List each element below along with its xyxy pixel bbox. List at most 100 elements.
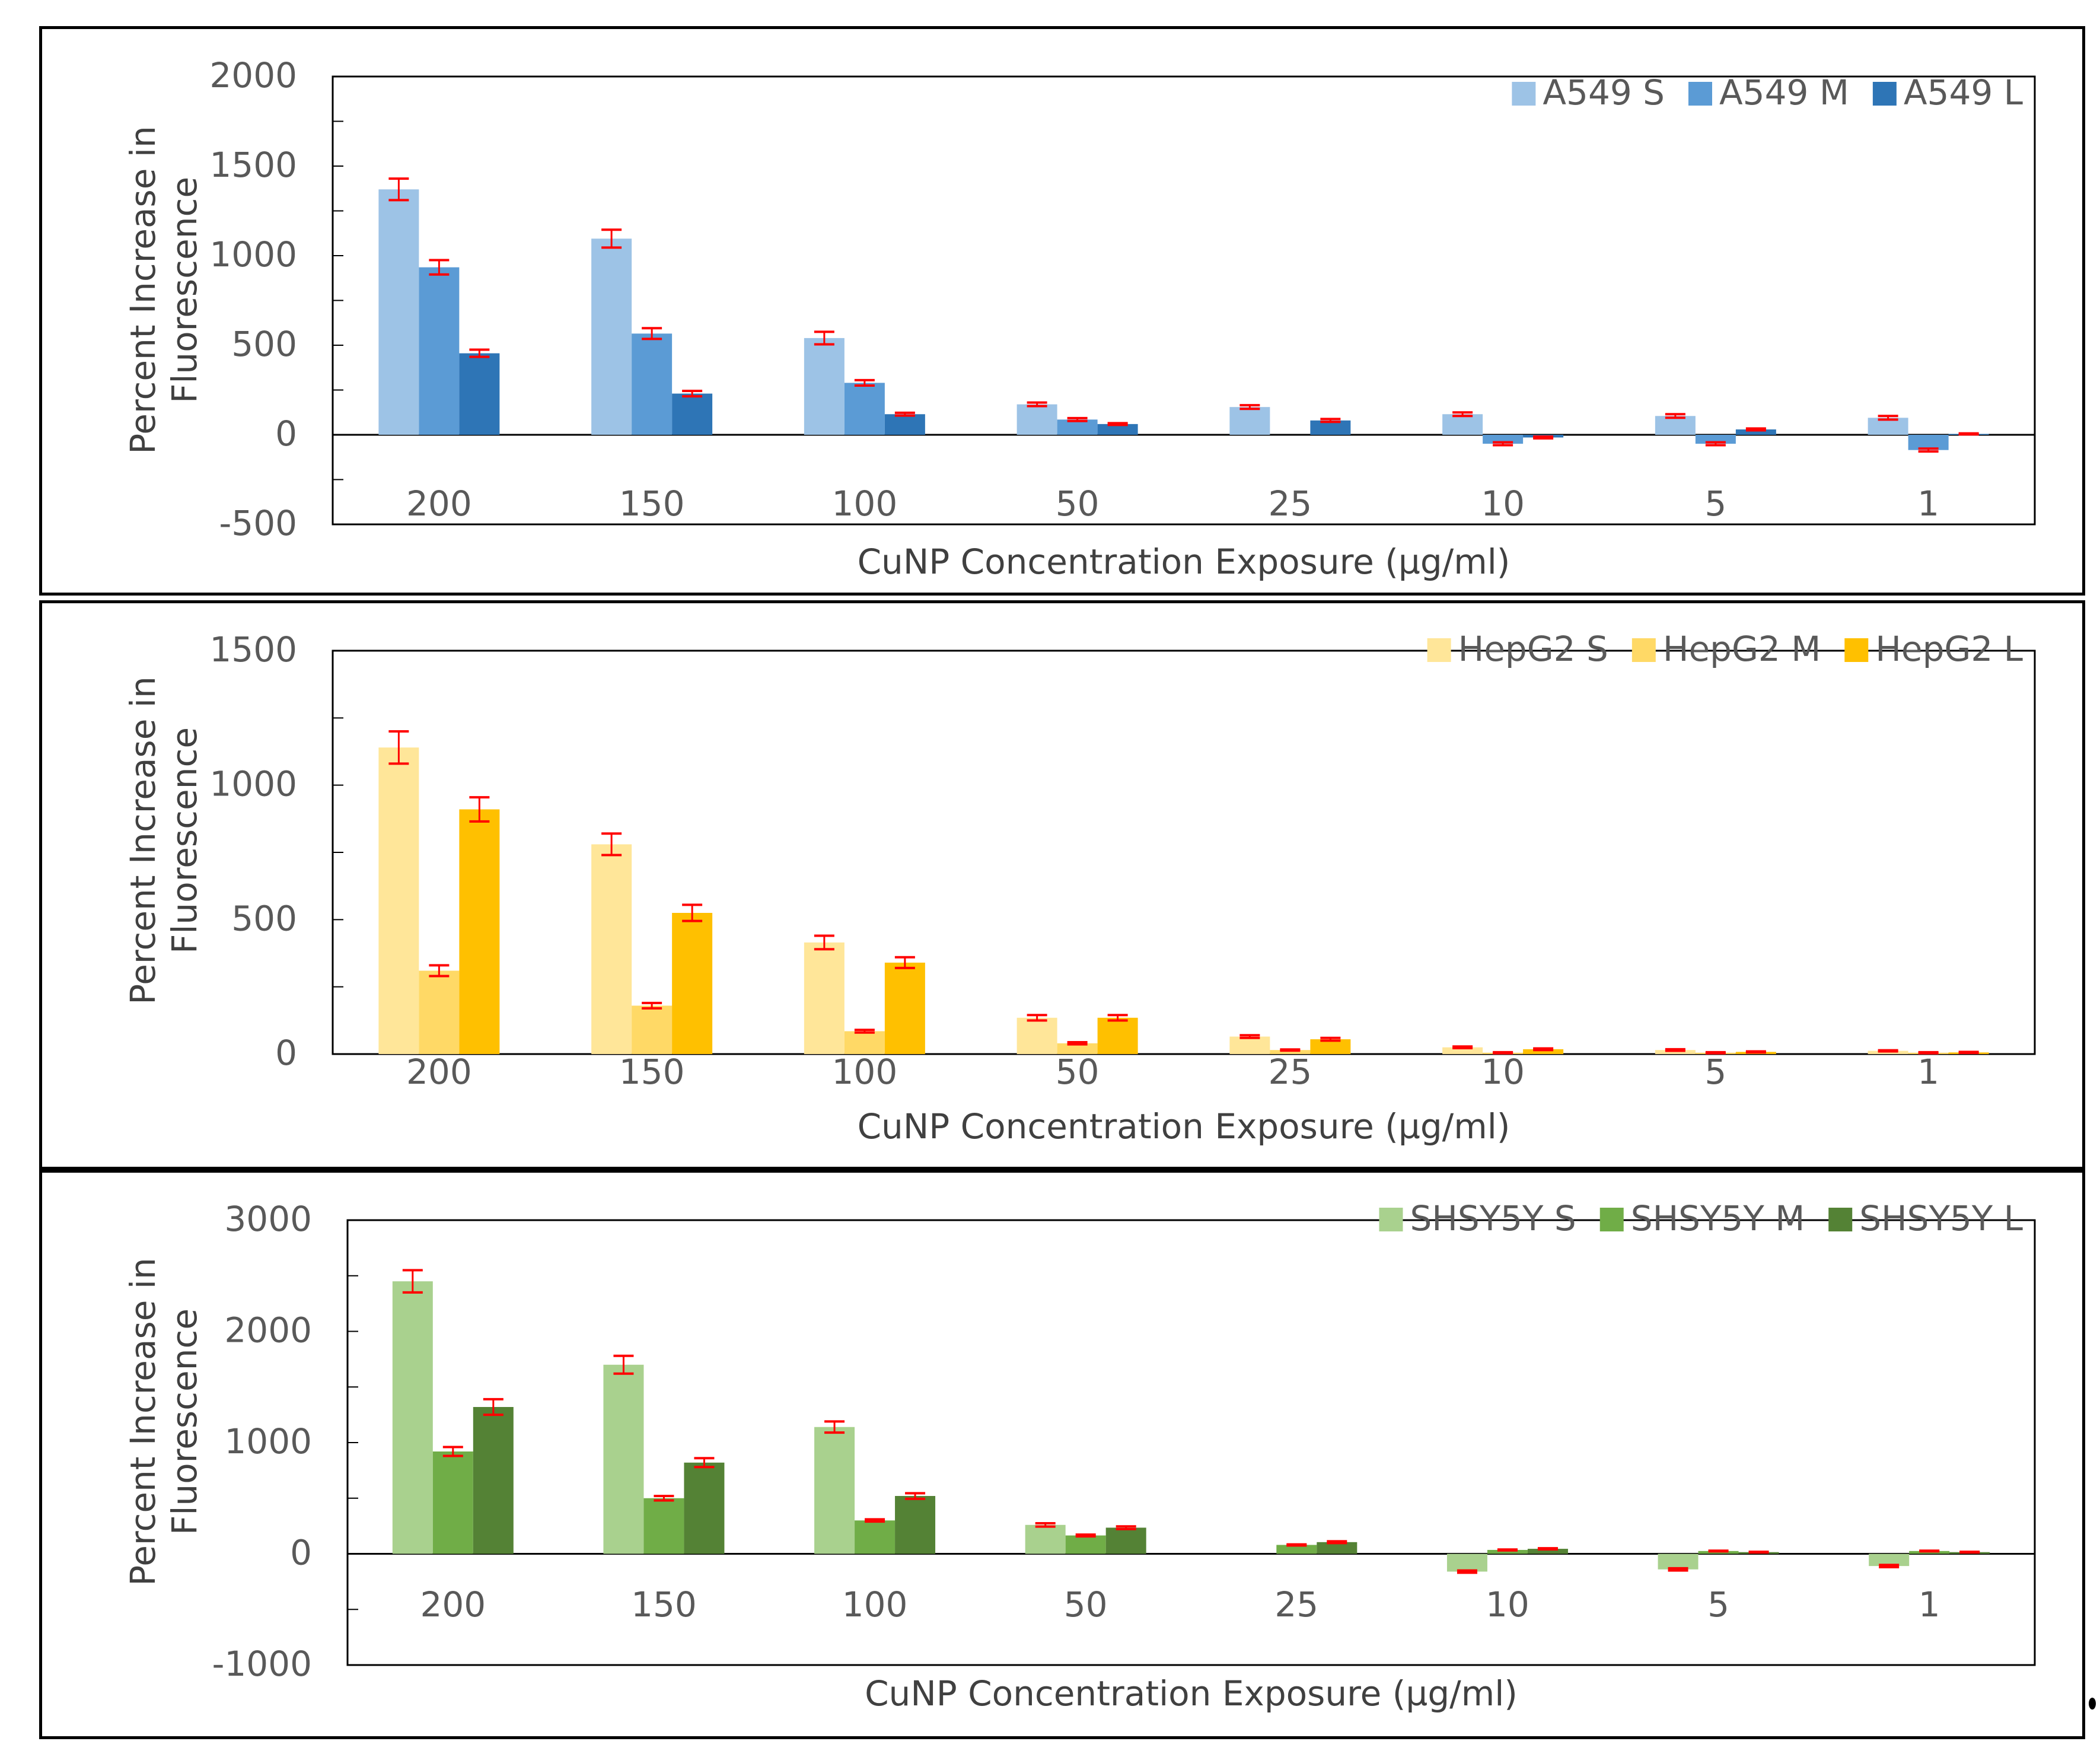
x-axis-title: CuNP Concentration Exposure (µg/ml): [858, 542, 1511, 582]
chart-panel-shsy5y: -1000 0 1000 2000 3000 200 150 100 50 25 10 5 1 CuNP …: [39, 1170, 2085, 1739]
bar: [1442, 414, 1483, 435]
error-bar: [613, 1354, 634, 1375]
error-bar: [682, 903, 703, 922]
y-tick-label: 1000: [209, 234, 297, 275]
y-tick-label: 3000: [224, 1199, 312, 1239]
x-tick-label: 5: [1704, 1052, 1726, 1092]
legend-label: HepG2 S: [1458, 629, 1608, 669]
legend-item: HepG2 S: [1427, 629, 1608, 669]
bar: [672, 393, 713, 435]
bar: [591, 238, 632, 435]
bar: [1523, 1049, 1564, 1054]
x-tick-label: 200: [406, 483, 472, 524]
bar: [1097, 424, 1138, 435]
bar: [378, 747, 419, 1054]
bar: [1658, 1554, 1699, 1570]
bar: [1276, 1545, 1317, 1554]
y-tick-label: 0: [290, 1533, 312, 1573]
bar: [1097, 1017, 1138, 1054]
bar: [895, 1496, 936, 1554]
x-axis-title: CuNP Concentration Exposure (µg/ml): [865, 1673, 1518, 1714]
y-tick-label: -500: [219, 503, 297, 543]
bar: [844, 383, 885, 435]
y-axis-title-line: Percent Increase in: [123, 676, 163, 1004]
error-bar: [1452, 1045, 1473, 1050]
legend-item: HepG2 L: [1844, 629, 2023, 669]
error-bar: [854, 1029, 875, 1034]
y-axis-title: Percent Increase inFluorescence: [123, 126, 205, 454]
bar: [1869, 1554, 1910, 1567]
bar: [684, 1462, 725, 1554]
legend-item: HepG2 M: [1631, 629, 1821, 669]
error-bar: [388, 730, 409, 765]
error-bar: [1705, 441, 1726, 447]
error-bar: [1067, 416, 1088, 422]
error-bar: [1497, 1548, 1518, 1552]
error-bar: [442, 1446, 463, 1457]
error-bar: [1668, 1567, 1688, 1572]
y-axis-title: Percent Increase inFluorescence: [123, 676, 205, 1004]
error-bar: [905, 1492, 926, 1500]
bar: [855, 1520, 896, 1554]
stray-mark: [2089, 1698, 2096, 1710]
bar: [814, 1427, 855, 1554]
y-tick-label: 0: [275, 413, 297, 454]
error-bar: [469, 348, 490, 358]
bar: [603, 1364, 644, 1554]
error-bar: [642, 327, 662, 340]
x-tick-label: 10: [1481, 1052, 1525, 1092]
bar: [1487, 1549, 1528, 1554]
chart-panel-hepg2: 0 500 1000 1500 200 150 100 50 25 10 5 1 CuNP Concen…: [39, 600, 2085, 1170]
error-bar: [1239, 1034, 1260, 1039]
error-bar: [1107, 422, 1128, 426]
bar: [1105, 1527, 1146, 1554]
x-tick-label: 1: [1919, 1584, 1940, 1625]
error-bar: [1537, 1547, 1558, 1551]
legend-swatch: [1427, 638, 1451, 662]
bar: [1229, 407, 1270, 435]
error-bar: [1958, 1051, 1979, 1055]
legend: SHSY5Y S SHSY5Y M SHSY5Y L: [1379, 1198, 2023, 1239]
x-tick-label: 150: [631, 1584, 697, 1625]
error-bar: [402, 1269, 423, 1294]
error-bar: [1320, 1036, 1341, 1042]
bar: [378, 189, 419, 435]
error-bar: [429, 259, 450, 276]
x-axis-title: CuNP Concentration Exposure (µg/ml): [858, 1106, 1511, 1147]
x-tick-label: 1: [1917, 483, 1939, 524]
chart-a549: -500 0 500 1000 1500 2000 200 150 100 50 25 10 5 1 CuN…: [123, 55, 2036, 582]
legend-swatch: [1872, 82, 1897, 106]
legend-swatch: [1379, 1208, 1403, 1231]
error-bar: [1493, 441, 1513, 447]
x-tick-label: 100: [832, 483, 898, 524]
x-tick-label: 200: [420, 1584, 486, 1625]
y-tick-label: -1000: [212, 1644, 312, 1684]
error-bar: [1452, 411, 1473, 418]
bar: [1016, 404, 1057, 435]
x-tick-label: 5: [1704, 483, 1726, 524]
legend-label: A549 M: [1719, 72, 1849, 113]
legend-item: SHSY5Y S: [1379, 1198, 1576, 1239]
error-bar: [824, 1420, 845, 1434]
error-bar: [1958, 432, 1979, 436]
bar: [419, 267, 460, 435]
legend-label: A549 S: [1543, 72, 1665, 113]
bar: [1446, 1554, 1487, 1572]
chart-panel-a549: -500 0 500 1000 1500 2000 200 150 100 50 25 10 5 1 CuN…: [39, 26, 2085, 596]
bar: [459, 809, 500, 1054]
y-tick-label: 2000: [224, 1310, 312, 1351]
y-axis-title-line: Percent Increase in: [123, 126, 163, 454]
x-tick-label: 25: [1268, 1052, 1312, 1092]
y-axis-title-line: Fluorescence: [164, 177, 205, 403]
bar: [419, 970, 460, 1054]
x-tick-label: 10: [1486, 1584, 1529, 1625]
error-bar: [814, 934, 834, 951]
error-bar: [1027, 1014, 1047, 1022]
bar: [632, 1005, 673, 1054]
bar: [1229, 1036, 1270, 1054]
y-tick-label: 1000: [209, 764, 297, 804]
bar: [1655, 1050, 1696, 1054]
error-bar: [1745, 427, 1766, 432]
error-bar: [814, 330, 834, 346]
error-bar: [1745, 1050, 1766, 1054]
